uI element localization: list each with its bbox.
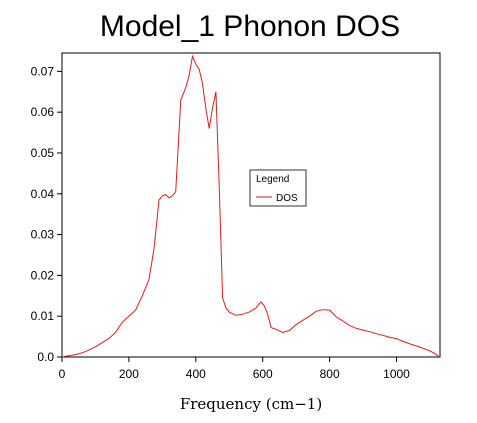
legend-label-dos: DOS [276, 193, 298, 204]
y-tick-label: 0.05 [31, 146, 55, 160]
series-layer [61, 54, 439, 358]
x-tick-label: 600 [253, 367, 273, 381]
x-tick-label: 0 [59, 367, 66, 381]
y-tick-label: 0.02 [31, 268, 55, 282]
y-tick-label: 0.0 [37, 350, 54, 364]
y-axis-ticks: 0.0 0.01 0.02 0.03 0.04 0.05 0.06 0.07 [31, 64, 62, 364]
series-line-dos [61, 54, 439, 358]
x-axis-ticks: 0 200 400 600 800 1000 [59, 357, 410, 381]
legend: Legend DOS [249, 169, 307, 207]
x-tick-label: 800 [320, 367, 340, 381]
x-tick-label: 400 [186, 367, 206, 381]
y-tick-label: 0.03 [31, 228, 55, 242]
chart-title: Model_1 Phonon DOS [100, 10, 400, 43]
legend-box [249, 169, 307, 207]
plot-area [61, 52, 441, 358]
x-tick-label: 200 [119, 367, 139, 381]
legend-title: Legend [256, 174, 289, 185]
y-tick-label: 0.04 [31, 187, 55, 201]
y-tick-label: 0.01 [31, 309, 55, 323]
x-axis-label: Frequency (cm−1) [180, 395, 322, 413]
x-tick-label: 1000 [383, 367, 410, 381]
y-tick-label: 0.06 [31, 105, 55, 119]
y-tick-label: 0.07 [31, 64, 55, 78]
